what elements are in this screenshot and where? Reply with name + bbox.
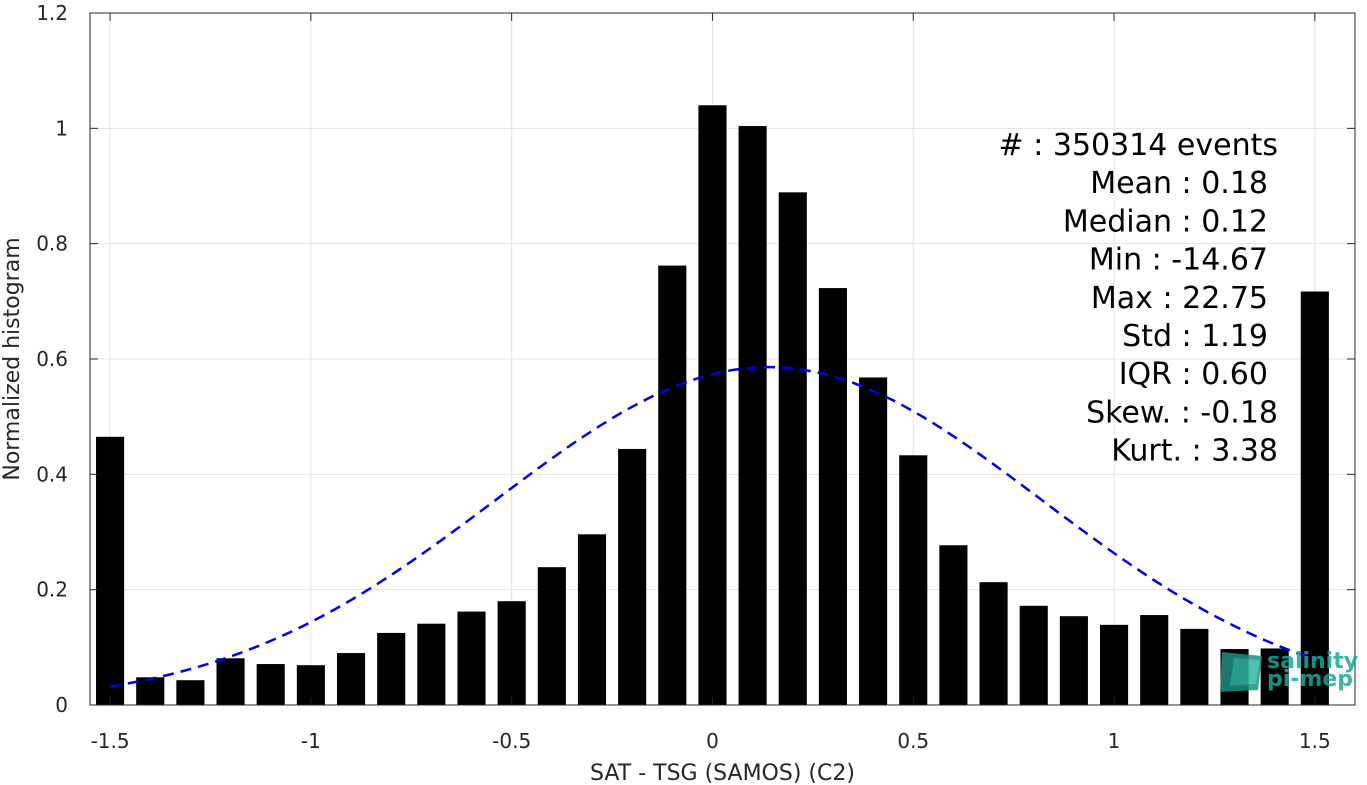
- y-tick-label: 0.6: [36, 347, 68, 371]
- x-tick-label: -0.5: [492, 729, 531, 753]
- x-tick-label: -1: [301, 729, 321, 753]
- y-axis-label: Normalized histogram: [0, 237, 25, 480]
- x-axis-ticks: -1.5 -1 -0.5 0 0.5 1 1.5: [91, 13, 1331, 753]
- histogram-bar: [1099, 624, 1129, 705]
- y-tick-label: 0.4: [36, 462, 68, 486]
- histogram-bar: [618, 448, 647, 705]
- y-tick-label: 1: [55, 116, 68, 140]
- stat-line: Max : 22.75: [1091, 281, 1268, 316]
- histogram-bar: [336, 653, 366, 705]
- y-tick-label: 1.2: [36, 1, 68, 25]
- histogram-bar: [1300, 291, 1329, 705]
- histogram-bar: [738, 126, 767, 705]
- histogram-bar: [136, 677, 165, 705]
- histogram-bar: [979, 582, 1008, 705]
- histogram-bar: [1140, 615, 1169, 705]
- histogram-bar: [577, 534, 607, 705]
- histogram-bar: [417, 623, 446, 705]
- histogram-bar: [1059, 616, 1088, 705]
- normal-fit-curve: [109, 365, 1316, 688]
- histogram-bar: [377, 632, 406, 705]
- histogram-bar: [497, 601, 526, 705]
- x-tick-label: 0: [706, 729, 719, 753]
- x-tick-label: 1: [1108, 729, 1121, 753]
- histogram-bar: [939, 545, 968, 705]
- logo-line2: pi-mep: [1267, 667, 1353, 692]
- histogram-bar: [216, 658, 245, 705]
- y-tick-label: 0.8: [36, 232, 68, 256]
- histogram-bar: [1019, 605, 1048, 705]
- histogram-bar: [899, 455, 928, 705]
- histogram-bar: [96, 436, 125, 705]
- bars: [96, 105, 1329, 706]
- histogram-bar: [1180, 628, 1209, 705]
- x-tick-label: 0.5: [897, 729, 929, 753]
- stat-line: Kurt. : 3.38: [1111, 434, 1278, 469]
- histogram-bar: [778, 192, 807, 706]
- salinity-pi-mep-logo: salinity pi-mep: [1220, 649, 1358, 692]
- histogram-bar: [859, 377, 888, 705]
- histogram-bar: [256, 664, 285, 705]
- stat-line: IQR : 0.60: [1119, 357, 1268, 392]
- stat-line: # : 350314 events: [999, 128, 1278, 163]
- histogram-bar: [818, 288, 847, 705]
- x-axis-label: SAT - TSG (SAMOS) (C2): [590, 761, 855, 785]
- histogram-bar: [537, 567, 566, 705]
- histogram-bar: [658, 265, 687, 705]
- stat-line: Mean : 0.18: [1090, 166, 1268, 201]
- histogram-bar: [176, 680, 205, 705]
- histogram-bar: [457, 611, 486, 705]
- histogram-bar: [1260, 648, 1289, 705]
- y-axis-ticks: 0 0.2 0.4 0.6 0.8 1 1.2: [36, 1, 1355, 717]
- logo-line1: salinity: [1267, 649, 1358, 674]
- stat-line: Median : 0.12: [1063, 204, 1268, 239]
- histogram-bar: [698, 105, 727, 706]
- y-tick-label: 0.2: [36, 578, 68, 602]
- logo-shape-icon-shade: [1230, 658, 1260, 686]
- x-tick-label: -1.5: [91, 729, 130, 753]
- stat-line: Min : -14.67: [1089, 243, 1268, 278]
- stat-line: Skew. : -0.18: [1086, 395, 1278, 430]
- stat-line: Std : 1.19: [1122, 319, 1268, 354]
- y-tick-label: 0: [55, 693, 68, 717]
- x-tick-label: 1.5: [1299, 729, 1331, 753]
